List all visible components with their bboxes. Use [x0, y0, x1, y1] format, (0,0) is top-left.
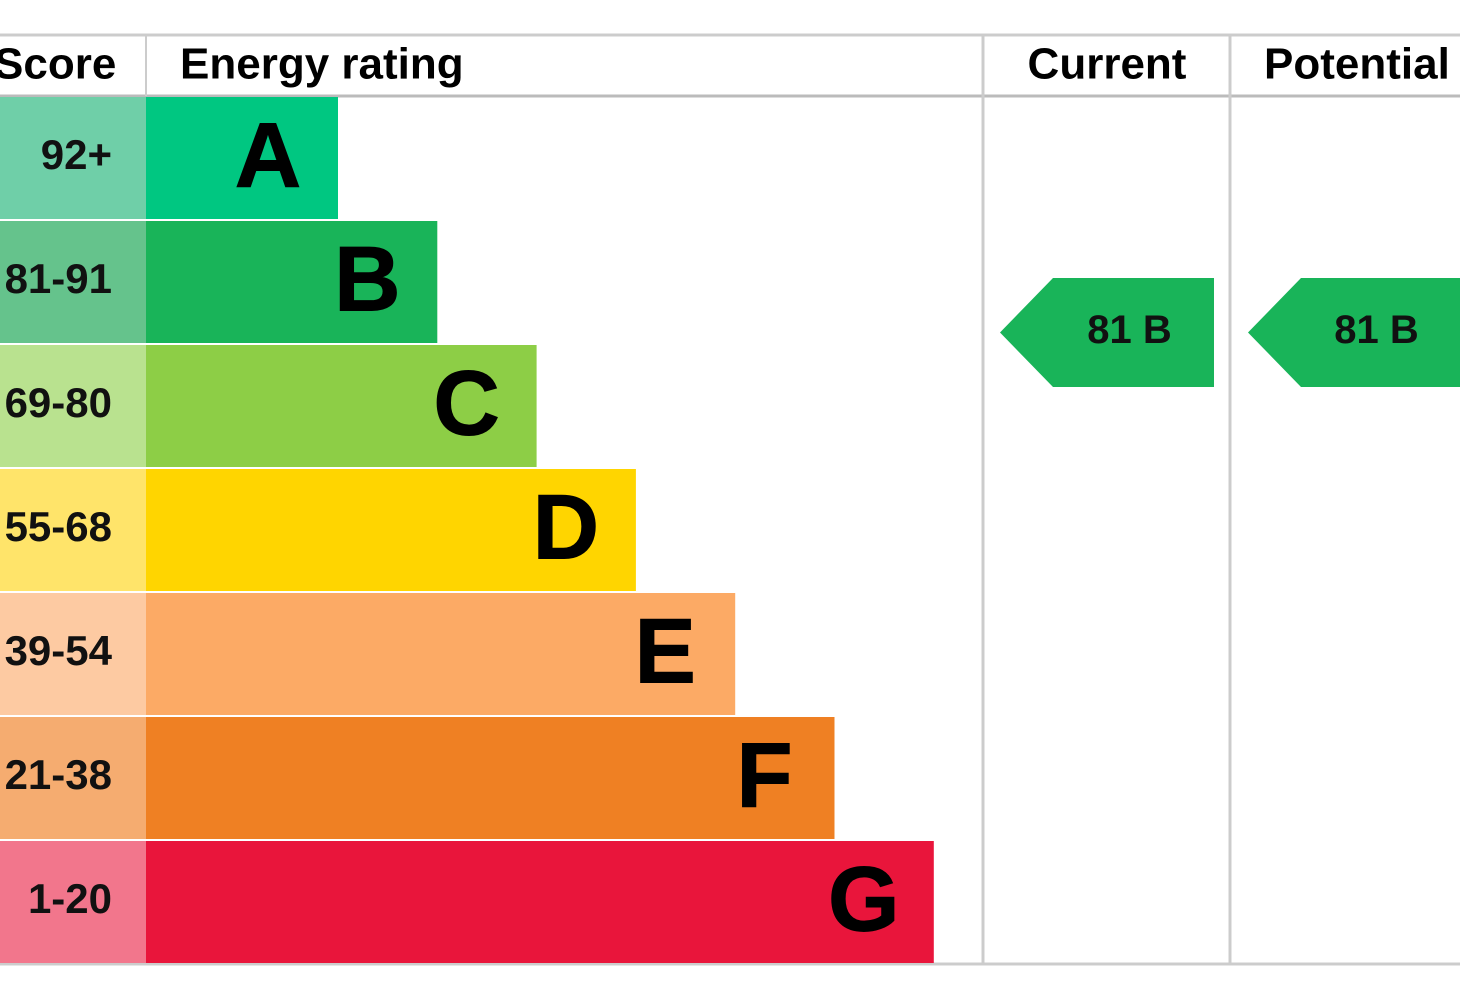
score-label: 69-80: [5, 379, 112, 426]
rating-letter: A: [235, 104, 301, 206]
current-label: 81 B: [1087, 308, 1172, 352]
rating-letter: B: [334, 228, 400, 330]
header-rating: Energy rating: [180, 40, 464, 89]
rating-letter: G: [828, 848, 900, 950]
potential-label: 81 B: [1334, 308, 1419, 352]
header-score: Score: [0, 40, 116, 89]
score-cell: [0, 97, 146, 219]
rating-bar: [146, 841, 934, 963]
score-label: 21-38: [5, 751, 112, 798]
rating-letter: C: [433, 352, 499, 454]
rating-bar: [146, 345, 537, 467]
score-cell: [0, 221, 146, 343]
rating-bar: [146, 97, 338, 219]
rating-letter: E: [635, 600, 696, 702]
score-cell: [0, 593, 146, 715]
header-current: Current: [1028, 40, 1187, 89]
rating-letter: F: [736, 724, 792, 826]
score-cell: [0, 841, 146, 963]
score-label: 81-91: [5, 255, 112, 302]
rating-bar: [146, 717, 835, 839]
score-cell: [0, 469, 146, 591]
rating-letter: D: [533, 476, 599, 578]
score-label: 92+: [41, 131, 112, 178]
score-label: 1-20: [28, 875, 112, 922]
rating-bar: [146, 221, 438, 343]
current-arrow: [1000, 278, 1214, 387]
score-label: 55-68: [5, 503, 112, 550]
potential-arrow: [1248, 278, 1460, 387]
rating-bar: [146, 593, 736, 715]
score-label: 39-54: [5, 627, 113, 674]
rating-bar: [146, 469, 636, 591]
score-cell: [0, 345, 146, 467]
score-cell: [0, 717, 146, 839]
header-potential: Potential: [1264, 40, 1450, 89]
